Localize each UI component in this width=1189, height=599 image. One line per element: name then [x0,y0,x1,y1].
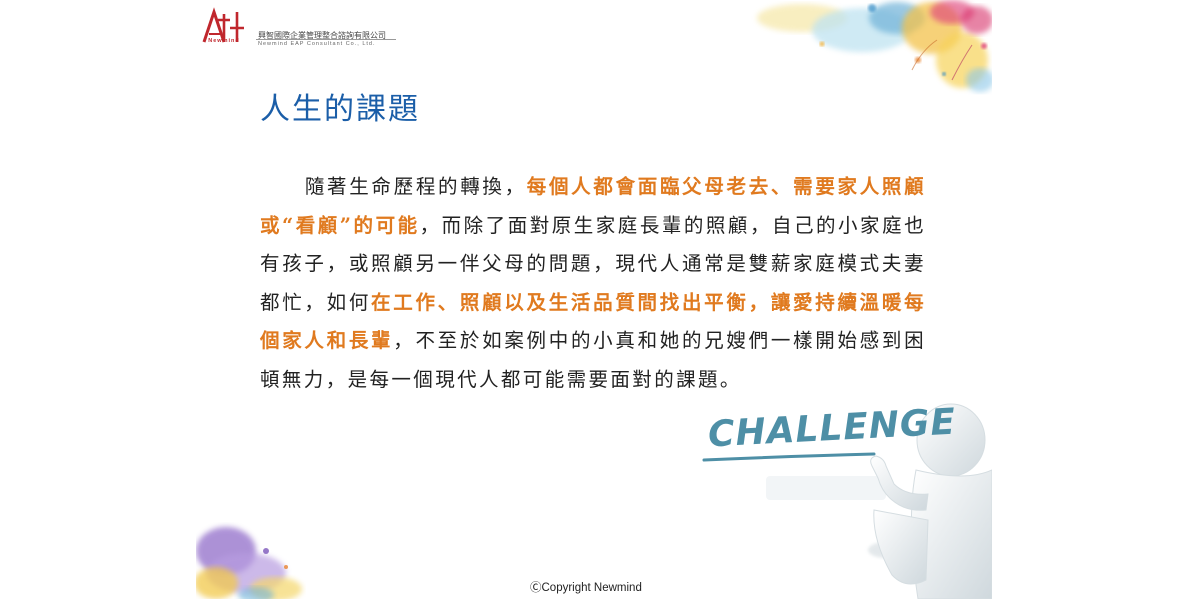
slide: Newmind 興智國際企業管理整合諮詢有限公司 Newmind EAP Con… [196,0,992,599]
paragraph-highlight: 在工作、照顧以及生活品質間找出平衡，讓愛持續溫暖每個家人和長輩 [260,290,926,353]
paragraph-segment: 隨著生命歷程的轉換， [304,175,527,198]
copyright-footer: ⒸCopyright Newmind [530,582,642,594]
paragraph-segment: ，不至於如案例中的小真和她的兄嫂們一樣開始感到困頓無力，是每一個現代人都可能需要… [260,329,926,391]
paragraph-highlight: 每個人都會面臨父母老去、需要家人照顧或“看顧”的可能 [260,175,926,237]
company-name-english: Newmind EAP Consultant Co., Ltd. [258,41,376,47]
newmind-logo-icon [202,7,244,43]
watercolor-splash-bottom-left [196,527,302,599]
logo-wordmark: Newmind [208,38,240,44]
watercolor-splash-top-right [757,0,992,92]
company-name-chinese: 興智國際企業管理整合諮詢有限公司 [258,31,386,40]
logo-divider [256,39,396,40]
paragraph-segment: ，而除了面對原生家庭長輩的照顧，自己的小家庭也有孩子，或照顧另一伴父母的問題，現… [260,213,926,314]
slide-title: 人生的課題 [260,92,420,127]
challenge-figure-illustration [702,403,992,599]
body-paragraph: 隨著生命歷程的轉換，每個人都會面臨父母老去、需要家人照顧或“看顧”的可能，而除了… [260,168,926,399]
